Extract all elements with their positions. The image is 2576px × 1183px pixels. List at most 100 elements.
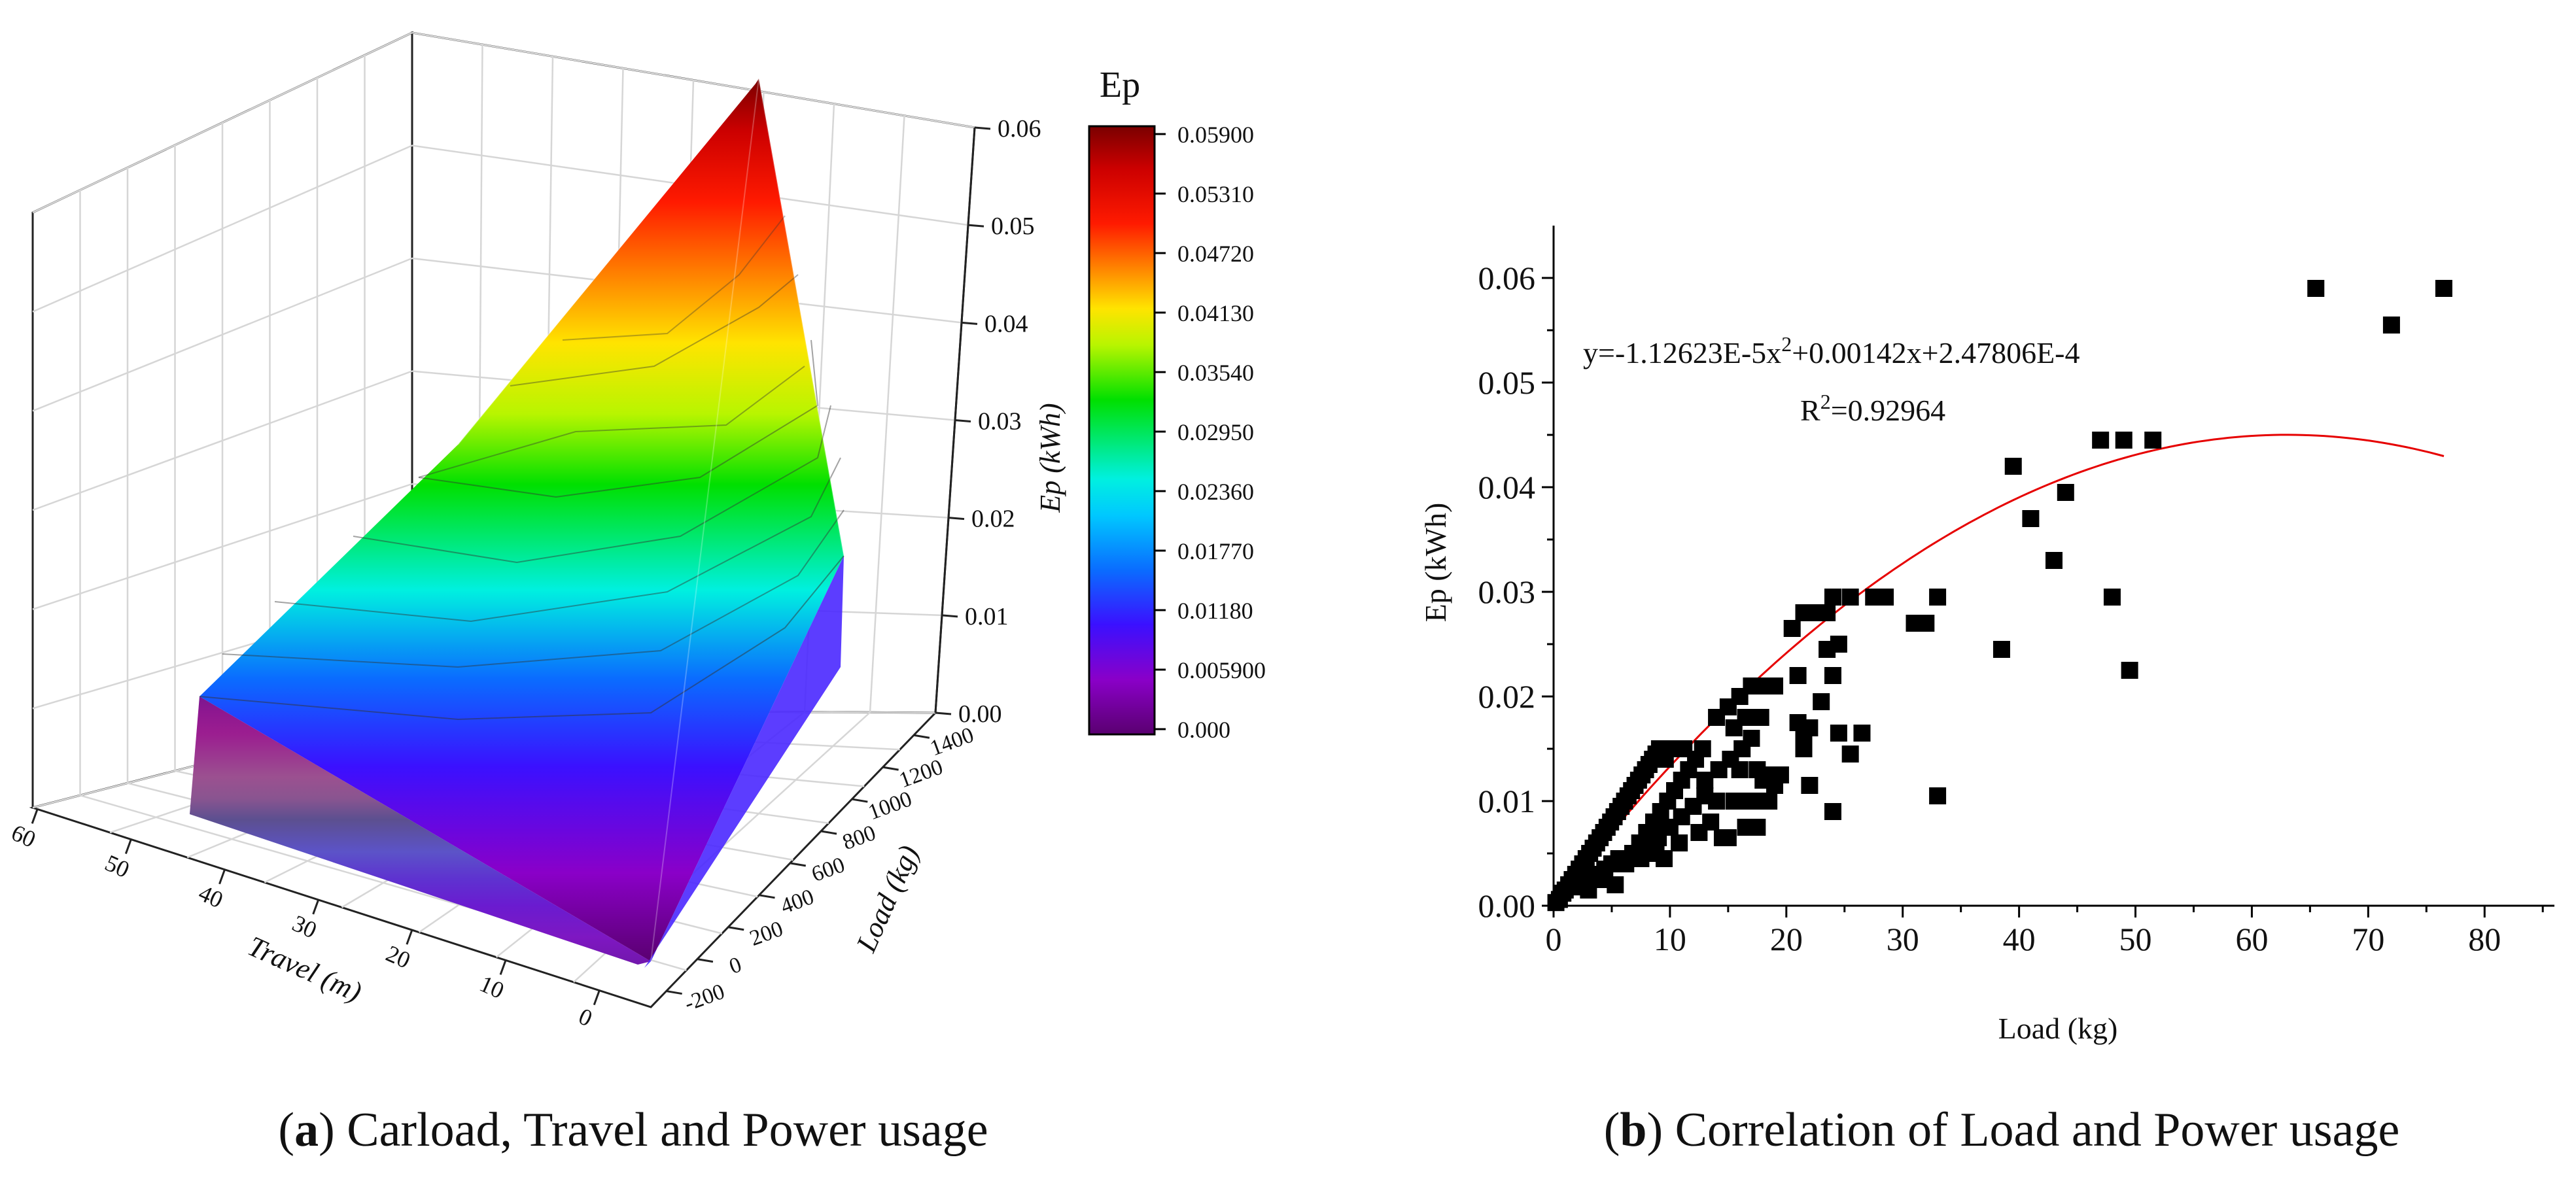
z-axis-label: Ep (kWh) [1034, 403, 1066, 513]
scatter-chart-panel: 0 10 20 30 40 50 60 70 80 0.00 0.01 0.02 0.03 0.04 0.0… [1419, 226, 2554, 1045]
y-tick-mark [790, 862, 807, 867]
scatter-point [2307, 280, 2325, 297]
y-tick-label: 1400 [927, 723, 977, 761]
colorbar-tick-label: 0.03540 [1177, 360, 1254, 386]
scatter-point [1760, 793, 1778, 810]
scatter-point [1795, 740, 1813, 757]
z-tick-label: 0.03 [978, 408, 1022, 436]
z-tick-mark [948, 517, 965, 521]
regression-equation: y=-1.12623E-5x2+0.00142x+2.47806E-4 [1583, 332, 2080, 369]
colorbar-tick-label: 0.01180 [1177, 598, 1253, 624]
scatter-point [1752, 709, 1769, 726]
scatter-point [2115, 432, 2132, 449]
scatter-y-tick-label: 0.04 [1478, 469, 1536, 506]
z-tick-mark [941, 614, 958, 618]
y-tick-mark [759, 894, 775, 899]
caption-a-letter: a [294, 1103, 319, 1157]
scatter-point [2144, 432, 2162, 449]
scatter-point [1766, 777, 1784, 794]
scatter-x-tick-label: 40 [2003, 921, 2036, 957]
scatter-point [2092, 432, 2110, 449]
scatter-point [1580, 882, 1597, 899]
r-squared: R2=0.92964 [1800, 390, 1945, 427]
ep-surface [190, 78, 844, 968]
scatter-y-tick-label: 0.05 [1478, 364, 1536, 401]
x-tick-label: 40 [195, 880, 227, 913]
y-tick-label: 1200 [896, 755, 947, 793]
scatter-point [1632, 850, 1650, 867]
x-tick-mark [124, 839, 132, 855]
scatter-point [1929, 589, 1947, 606]
scatter-y-tick-label: 0.03 [1478, 574, 1536, 610]
grid-line [32, 483, 413, 610]
scatter-points [1547, 280, 2452, 912]
caption-a: (a) Carload, Travel and Power usage [278, 1103, 988, 1157]
scatter-x-tick-label: 70 [2352, 921, 2384, 957]
scatter-point [1783, 620, 1801, 637]
colorbar-tick-label: 0.04720 [1177, 241, 1254, 267]
scatter-point [1801, 719, 1819, 736]
scatter-point [1708, 793, 1726, 810]
y-tick-mark [666, 990, 682, 995]
scatter-point [2057, 484, 2074, 501]
y-tick-label: 200 [746, 917, 786, 951]
scatter-y-tick-label: 0.02 [1478, 678, 1536, 715]
scatter-point [1731, 761, 1749, 778]
y-tick-label: 800 [839, 821, 879, 855]
y-tick-mark [697, 958, 714, 963]
scatter-point [2435, 280, 2452, 297]
caption-b: (b) Correlation of Load and Power usage [1604, 1103, 2400, 1157]
colorbar-tick-label: 0.01770 [1177, 538, 1254, 564]
scatter-point [1766, 677, 1784, 694]
caption-b-letter: b [1620, 1103, 1646, 1157]
scatter-point [1801, 777, 1819, 794]
x-tick-mark [406, 929, 413, 945]
surface-chart-panel: 0.00 0.01 0.02 0.03 0.04 0.05 0.06 Ep (kWh) 60… [7, 31, 1266, 1032]
scatter-point [1853, 725, 1871, 742]
scatter-axes: 0 10 20 30 40 50 60 70 80 0.00 0.01 0.02 0.03 0.04 0.0… [1478, 226, 2554, 957]
scatter-point [1607, 876, 1624, 893]
y-tick-label: 400 [778, 885, 818, 919]
scatter-x-tick-label: 30 [1887, 921, 1919, 957]
scatter-point [1841, 746, 1859, 763]
z-tick-label: 0.04 [984, 310, 1028, 337]
scatter-point [1917, 615, 1935, 632]
colorbar-tick-label: 0.02950 [1177, 419, 1254, 445]
z-tick-mark [961, 321, 978, 325]
scatter-point [2004, 458, 2022, 475]
z-tick-mark [935, 712, 952, 715]
scatter-point [1694, 740, 1711, 757]
y-tick-label: 1000 [865, 787, 915, 825]
scatter-point [1656, 850, 1673, 867]
y-axis-label: Load (kg) [850, 840, 925, 957]
grid-line [32, 145, 413, 313]
x-axis-label: Travel (m) [243, 930, 367, 1008]
z-tick-label: 0.01 [965, 603, 1009, 630]
scatter-x-tick-label: 10 [1654, 921, 1686, 957]
scatter-point [2382, 317, 2400, 334]
scatter-point [1719, 829, 1737, 846]
z-tick-mark [967, 224, 984, 228]
scatter-point [1929, 787, 1947, 804]
scatter-point [1675, 740, 1693, 757]
scatter-x-tick-label: 80 [2468, 921, 2501, 957]
scatter-x-tick-label: 50 [2119, 921, 2152, 957]
y-tick-mark [727, 926, 744, 931]
scatter-y-tick-label: 0.00 [1478, 887, 1536, 924]
y-tick-mark [852, 798, 868, 803]
colorbar-tick-label: 0.05900 [1177, 122, 1254, 148]
scatter-point [1824, 667, 1841, 684]
x-tick-label: 10 [476, 970, 508, 1004]
colorbar-tick-label: 0.000 [1177, 717, 1230, 743]
scatter-point [1824, 803, 1841, 820]
scatter-point [2022, 510, 2040, 527]
scatter-point [1743, 730, 1760, 747]
scatter-point [2045, 552, 2063, 569]
scatter-y-tick-label: 0.01 [1478, 783, 1536, 819]
scatter-point [1737, 709, 1754, 726]
x-tick-label: 50 [101, 849, 133, 883]
grid-line [32, 257, 413, 412]
z-tick-label: 0.02 [971, 506, 1015, 533]
x-tick-label: 0 [575, 1003, 597, 1032]
